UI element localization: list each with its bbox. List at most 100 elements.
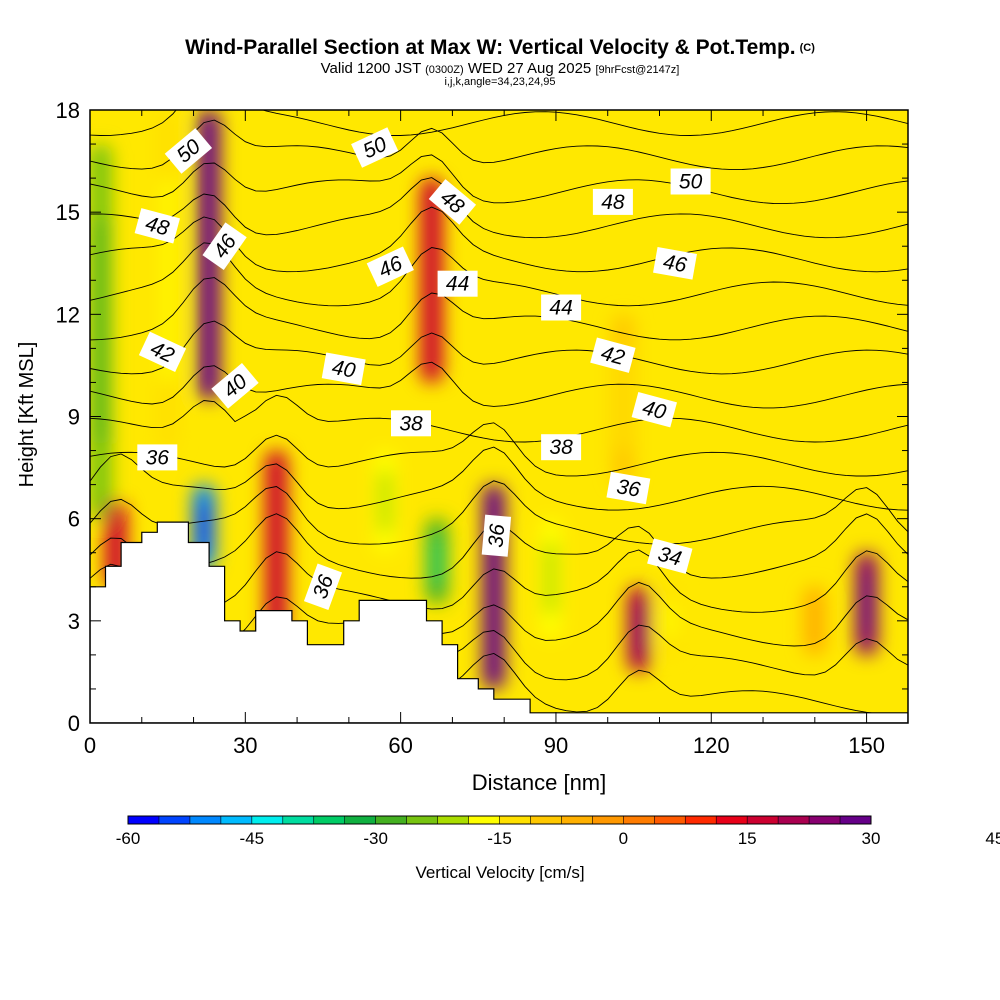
contour-label: 40	[321, 352, 366, 386]
colorbar-title: Vertical Velocity [cm/s]	[415, 863, 585, 882]
updraft-core	[426, 218, 438, 342]
x-tick-label: 30	[233, 733, 257, 758]
y-tick-label: 0	[68, 711, 80, 736]
colorbar-swatch	[437, 816, 469, 824]
theta-contour-line	[90, 320, 908, 375]
contour-label: 38	[541, 434, 582, 461]
colorbar-swatch	[778, 816, 810, 824]
forecast-info: [9hrFcst@2147z]	[595, 64, 680, 76]
theta-contour-line	[90, 446, 908, 511]
contour-label: 36	[137, 444, 178, 471]
colorbar-swatch	[468, 816, 500, 824]
downdraft-core	[664, 600, 676, 642]
colorbar-swatch	[251, 816, 284, 824]
colorbar-swatch	[840, 816, 872, 824]
contour-label: 50	[670, 168, 711, 195]
colorbar-swatch	[282, 816, 315, 824]
updraft-core	[110, 518, 122, 570]
contour-label: 36	[481, 514, 512, 557]
contour-label-text: 44	[446, 273, 469, 296]
contour-label: 36	[606, 471, 651, 505]
theta-contour-line	[90, 422, 908, 477]
downdraft-core	[431, 535, 443, 587]
colorbar-tick-label: 0	[619, 829, 628, 848]
y-tick-label: 12	[56, 302, 80, 327]
theta-contour-line	[90, 154, 908, 205]
contour-label-text: 36	[484, 523, 509, 549]
contour-label: 34	[647, 538, 693, 574]
contour-label: 44	[541, 294, 582, 321]
colorbar-swatch	[654, 816, 686, 824]
colorbar-swatch	[716, 816, 748, 824]
x-tick-label: 90	[544, 733, 568, 758]
contour-label: 48	[592, 188, 633, 215]
downdraft-core	[809, 600, 821, 642]
x-tick-label: 60	[388, 733, 412, 758]
colorbar-swatch	[685, 816, 717, 824]
y-tick-label: 6	[68, 507, 80, 532]
colorbar-swatch	[313, 816, 346, 824]
colorbar-tick-label: -60	[116, 829, 141, 848]
theta-contour-line	[90, 177, 908, 239]
contour-label-text: 44	[549, 297, 572, 320]
colorbar-swatch	[344, 816, 376, 824]
contour-label-text: 50	[679, 171, 703, 194]
contour-label: 44	[437, 270, 478, 297]
colorbar-tick-label: -30	[363, 829, 388, 848]
colorbar-swatch	[623, 816, 655, 824]
updraft-core	[488, 525, 500, 649]
contour-label: 40	[631, 391, 677, 428]
contour-label-text: 38	[549, 436, 573, 459]
x-tick-label: 120	[693, 733, 730, 758]
theta-contour-line	[90, 361, 908, 409]
valid-utc: (0300Z)	[425, 64, 464, 76]
title-copyright: (C)	[799, 42, 815, 54]
colorbar-tick-label: -45	[240, 829, 265, 848]
colorbar-swatch	[406, 816, 438, 824]
theta-contour-line	[90, 549, 908, 613]
y-tick-label: 15	[56, 200, 80, 225]
terrain-profile	[90, 521, 908, 723]
colorbar-swatch	[809, 816, 841, 824]
contour-label-text: 46	[661, 250, 688, 277]
contour-label: 36	[303, 563, 343, 611]
updraft-core	[861, 573, 873, 635]
contour-label: 48	[134, 208, 180, 244]
y-tick-label: 18	[56, 98, 80, 123]
y-tick-label: 3	[68, 609, 80, 634]
theta-contour-line	[90, 119, 908, 171]
contour-label-text: 40	[330, 356, 357, 383]
theta-contour-line	[90, 277, 908, 341]
grid-indices: i,j,k,angle=34,23,24,95	[444, 76, 556, 88]
colorbar-swatch	[375, 816, 407, 824]
x-axis-label: Distance [nm]	[472, 770, 607, 795]
downdraft-core	[379, 470, 391, 533]
valid-time: Valid 1200 JST	[320, 60, 421, 77]
downdraft-core	[617, 348, 629, 451]
x-tick-label: 150	[848, 733, 885, 758]
y-tick-label: 9	[68, 405, 80, 430]
theta-contour-line	[90, 110, 908, 136]
colorbar-swatch	[158, 816, 191, 824]
downdraft-core	[198, 501, 210, 553]
chart-title: Wind-Parallel Section at Max W: Vertical…	[185, 36, 815, 59]
theta-contour-line	[90, 394, 908, 443]
colorbar-tick-label: 45	[985, 829, 1000, 848]
valid-date: WED 27 Aug 2025	[467, 60, 592, 77]
contour-label-text: 38	[399, 412, 423, 435]
theta-contour-line	[90, 480, 908, 545]
colorbar-swatch	[499, 816, 531, 824]
colorbar-swatch	[189, 816, 222, 824]
colorbar-swatch	[530, 816, 562, 824]
colorbar: -60 -45 -30 -15 0 15 30 45	[116, 815, 1000, 848]
contour-label: 46	[653, 247, 697, 280]
x-tick-label: 0	[84, 733, 96, 758]
updraft-core	[270, 488, 282, 601]
contour-label-text: 48	[601, 191, 625, 214]
colorbar-tick-label: -15	[487, 829, 512, 848]
contour-label: 42	[590, 337, 636, 373]
contour-label-text: 36	[146, 446, 170, 469]
downdraft-core	[545, 542, 557, 615]
